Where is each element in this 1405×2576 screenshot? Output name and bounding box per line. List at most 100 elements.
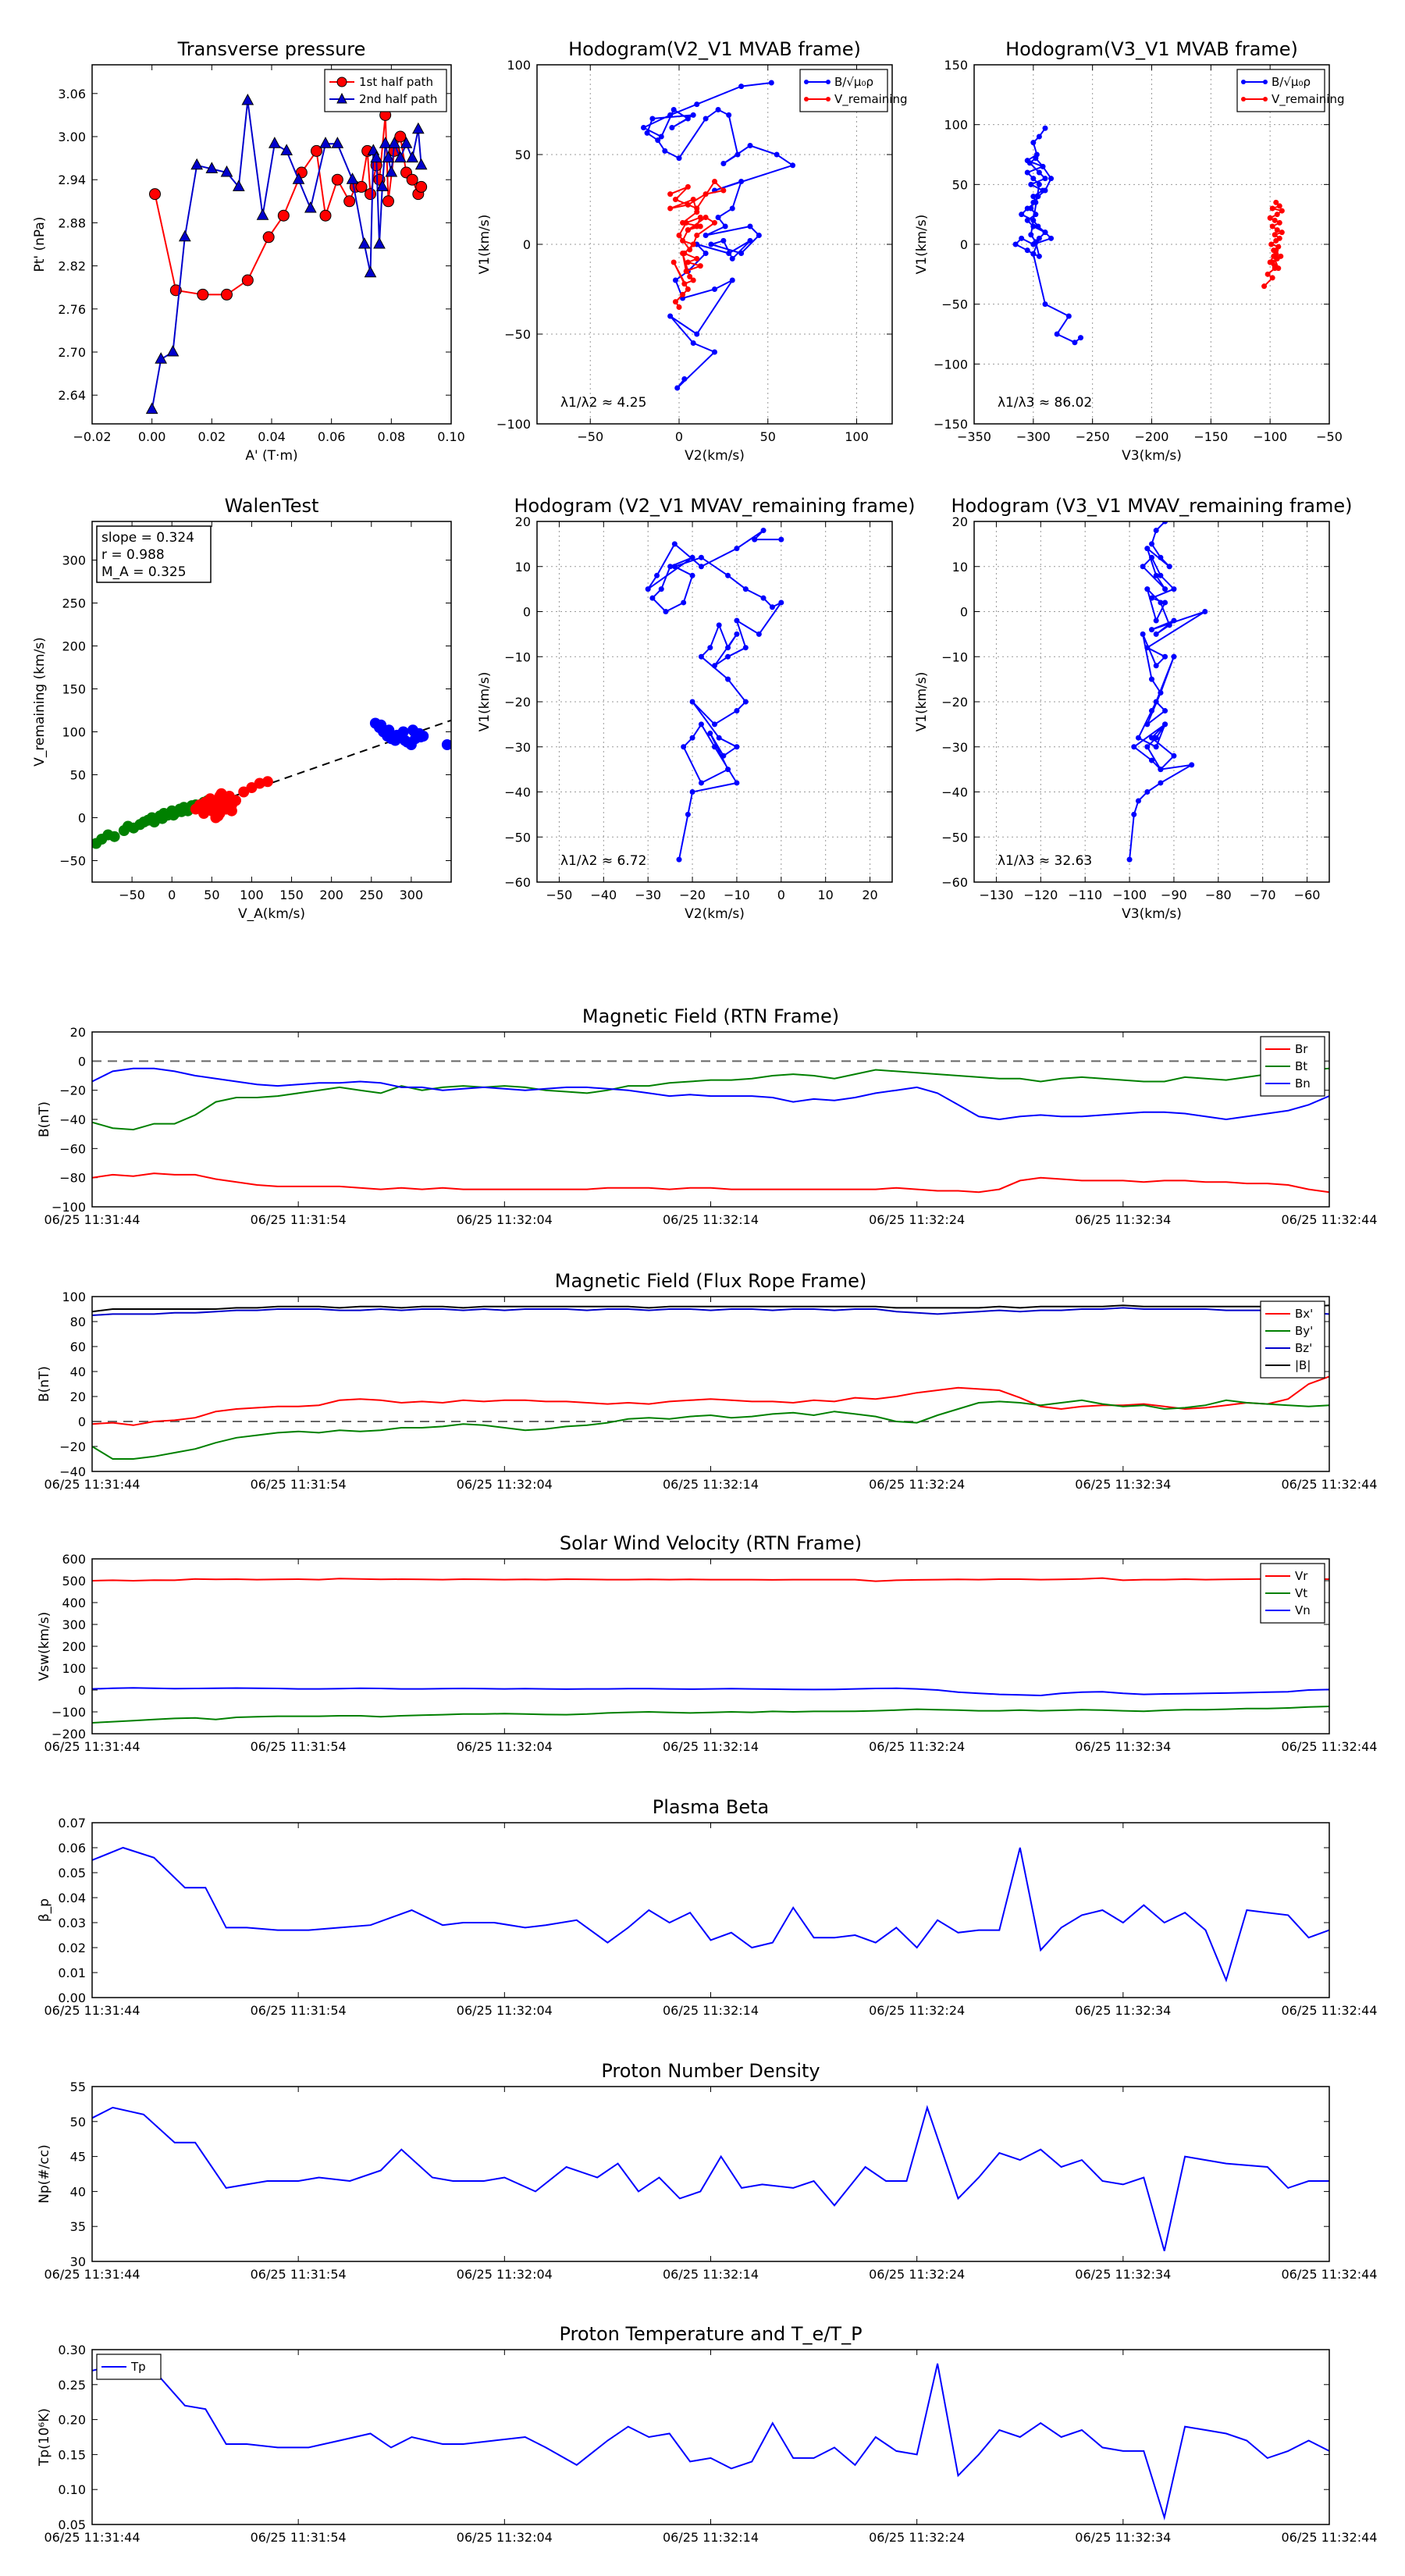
data-point (238, 786, 250, 798)
data-point (1279, 229, 1285, 236)
y-tick-label: 500 (62, 1574, 86, 1589)
series-line (92, 1375, 1329, 1426)
legend-marker (1263, 80, 1268, 84)
plot-area (1012, 125, 1285, 346)
x-tick-label: 06/25 11:32:24 (869, 1477, 965, 1492)
y-axis-label: Vsw(km/s) (37, 1612, 52, 1681)
data-point (1273, 199, 1279, 205)
x-tick-label: 06/25 11:31:44 (44, 2530, 140, 2545)
y-tick-label: −40 (59, 1112, 86, 1127)
legend-label: B/√μ₀ρ (1272, 75, 1311, 89)
data-point (1042, 229, 1048, 236)
x-tick-label: 06/25 11:31:54 (251, 1477, 347, 1492)
data-point (1153, 631, 1159, 637)
y-axis-label: Np(#/cc) (37, 2144, 52, 2203)
x-tick-label: 06/25 11:32:24 (869, 2003, 965, 2018)
x-tick-label: 250 (360, 888, 384, 902)
y-tick-label: −200 (52, 1727, 86, 1742)
plot-frame (973, 64, 1330, 425)
data-point (738, 179, 745, 184)
data-point (1030, 194, 1037, 200)
stat-ma: M_A = 0.325 (101, 564, 187, 580)
y-tick-label: 55 (70, 2080, 86, 2094)
y-tick-label: 0 (78, 811, 86, 826)
data-point (1153, 699, 1159, 705)
data-point (689, 699, 695, 705)
data-point (671, 564, 678, 570)
data-point (1042, 301, 1048, 308)
data-point (774, 151, 780, 158)
series-v (1126, 521, 1208, 863)
y-tick-label: 0.30 (58, 2343, 86, 2357)
data-point (1149, 735, 1154, 741)
data-point (1042, 125, 1048, 131)
data-point (726, 112, 732, 118)
x-tick-label: 06/25 11:31:44 (44, 1739, 140, 1754)
chart-1: Transverse pressure −0.02 0.00 0.02 0.04 0.06… (32, 38, 465, 464)
y-tick-label: 0 (78, 1414, 86, 1429)
series-bz- (92, 1307, 1329, 1316)
legend-marker (804, 97, 809, 101)
x-axis-label: V3(km/s) (1122, 448, 1182, 464)
data-point (1030, 223, 1037, 229)
y-axis-label: Tp(10⁶K) (37, 2408, 52, 2467)
y-tick-label: 2.88 (58, 215, 86, 230)
series-line (92, 1067, 1329, 1121)
data-point (720, 161, 727, 166)
data-point (1140, 631, 1146, 637)
x-tick-label: 06/25 11:32:24 (869, 1739, 965, 1754)
plot-area (145, 93, 428, 415)
data-point (735, 151, 741, 158)
data-point (1153, 617, 1159, 624)
y-tick-label: 0 (78, 1683, 86, 1698)
x-tick-label: 06/25 11:31:44 (44, 2267, 140, 2282)
series-line (92, 1067, 1329, 1131)
data-point (729, 205, 735, 212)
stat-r: r = 0.988 (101, 547, 165, 563)
plot-area (1126, 521, 1208, 863)
ratio-annotation: λ1/λ3 ≈ 86.02 (998, 395, 1092, 411)
data-point (707, 645, 713, 651)
x-tick-label: −120 (1023, 888, 1058, 902)
y-tick-label: −100 (52, 1705, 86, 1720)
data-point (1274, 227, 1280, 233)
data-point (676, 155, 682, 162)
data-point (1028, 232, 1034, 238)
y-tick-label: −40 (941, 785, 968, 800)
series--b- (92, 1304, 1329, 1313)
x-tick-label: 06/25 11:31:54 (251, 2530, 347, 2545)
y-tick-label: 10 (515, 560, 531, 575)
data-point (1040, 163, 1046, 169)
series-vn (92, 1687, 1329, 1697)
series-tp (92, 2362, 1329, 2521)
x-tick-label: 0.10 (437, 429, 465, 444)
chart-title: Proton Number Density (601, 2060, 820, 2082)
x-tick-label: 150 (279, 888, 304, 902)
series--p (92, 1846, 1329, 1983)
data-point (690, 277, 696, 283)
data-point (1024, 217, 1030, 223)
data-point (331, 137, 344, 148)
data-point (415, 180, 428, 193)
y-tick-label: −10 (504, 649, 531, 664)
data-point (1189, 762, 1195, 768)
y-tick-label: −40 (504, 785, 531, 800)
data-point (319, 137, 332, 148)
y-axis-label: V1(km/s) (914, 215, 930, 275)
legend-box (324, 69, 447, 112)
y-tick-label: 2.76 (58, 302, 86, 317)
y-axis-label: B(nT) (37, 1101, 52, 1137)
y-axis-label: Pt' (nPa) (32, 217, 48, 272)
data-point (689, 789, 695, 795)
y-tick-label: −100 (934, 357, 968, 372)
chart-11: Proton Number Density 06/25 11:31:44 06/25… (37, 2060, 1378, 2282)
legend-box (1236, 69, 1325, 112)
data-point (261, 776, 273, 788)
x-tick-label: −250 (1076, 429, 1110, 444)
chart-title: Solar Wind Velocity (RTN Frame) (560, 1532, 862, 1554)
legend-label: Br (1295, 1042, 1308, 1056)
data-point (715, 215, 721, 220)
y-tick-label: 80 (70, 1315, 86, 1329)
data-point (760, 528, 767, 534)
